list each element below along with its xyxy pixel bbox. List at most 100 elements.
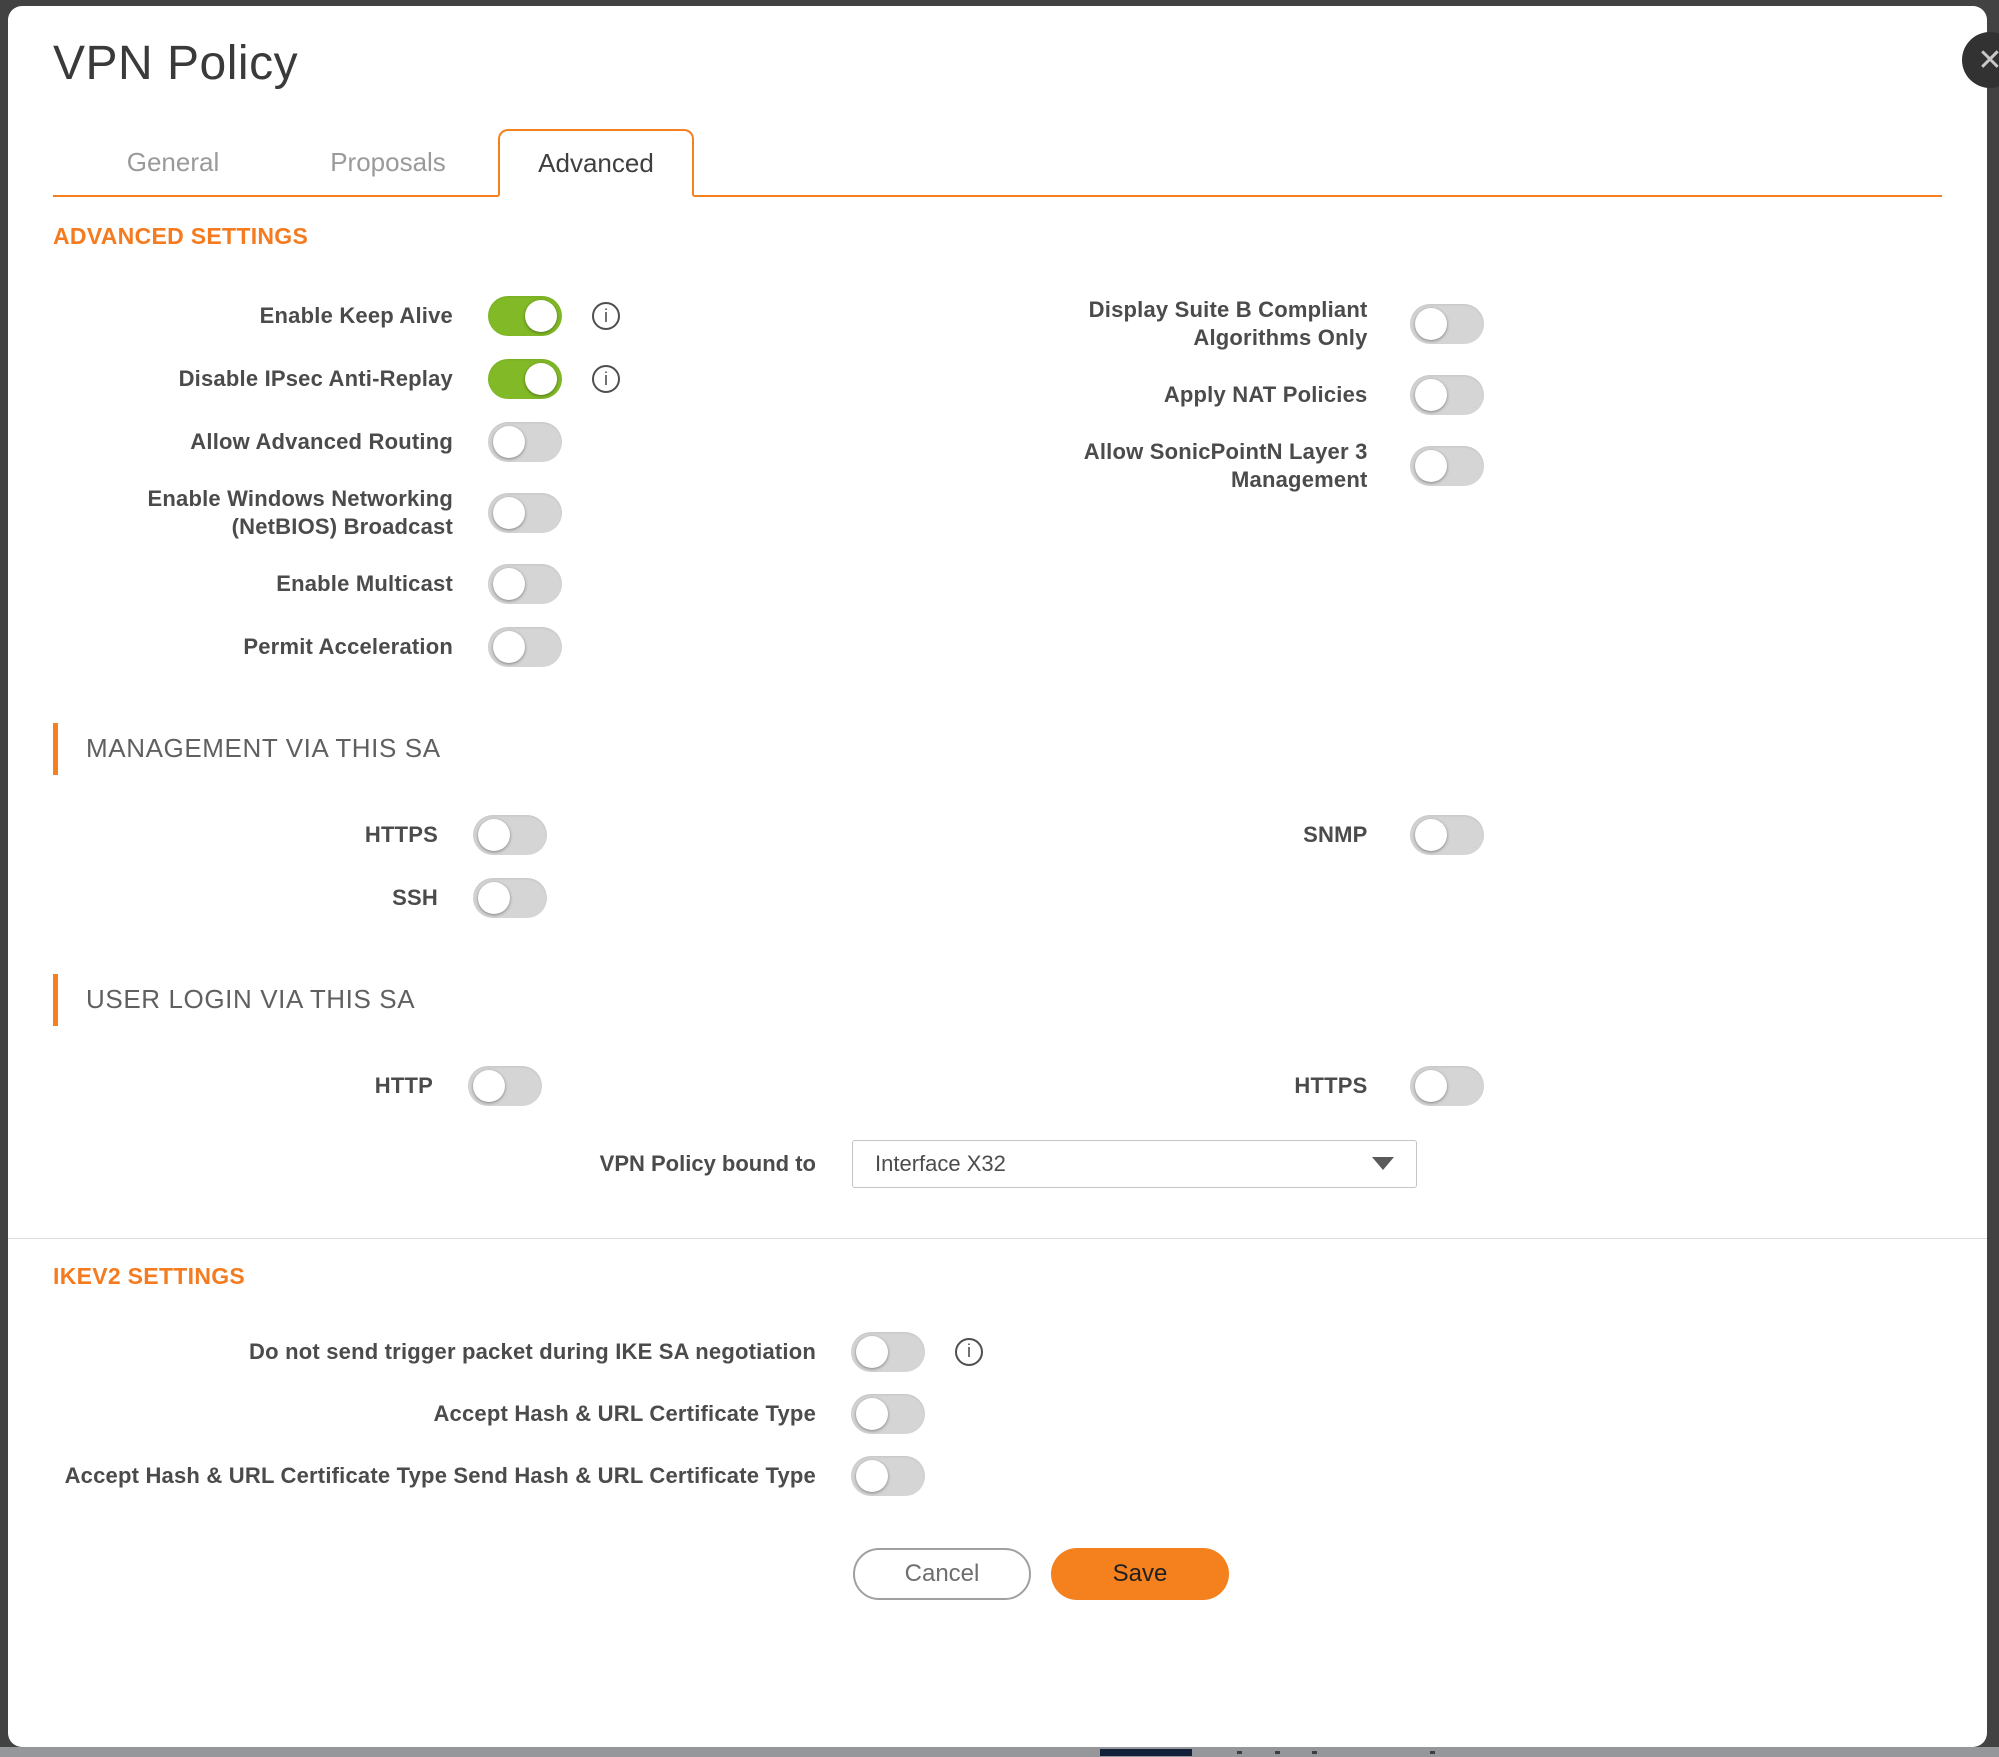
info-icon[interactable]: i	[592, 302, 620, 330]
toggle-label: Allow SonicPointN Layer 3 Management	[1083, 438, 1368, 492]
toggle-label: HTTPS	[364, 821, 438, 847]
vpn-policy-dialog: VPN Policy General Proposals Advanced AD…	[8, 6, 1987, 1747]
sonicpointn-layer3-toggle[interactable]	[1409, 445, 1484, 486]
toggle-label: Disable IPsec Anti-Replay	[178, 366, 453, 392]
no-trigger-packet-toggle[interactable]	[851, 1331, 925, 1372]
permit-acceleration-toggle[interactable]	[488, 626, 562, 667]
toggle-label: HTTP	[374, 1072, 433, 1098]
cancel-button[interactable]: Cancel	[853, 1547, 1031, 1600]
advanced-right-column: Display Suite B Compliant Algorithms Onl…	[998, 296, 1943, 667]
toggle-knob	[493, 567, 525, 600]
bound-to-label: VPN Policy bound to	[599, 1150, 816, 1176]
toggle-label: Display Suite B Compliant Algorithms Onl…	[1088, 297, 1368, 350]
user-login-left-column: HTTP	[53, 1065, 998, 1106]
toggle-row: Allow SonicPointN Layer 3 Management	[998, 438, 1943, 494]
bound-to-dropdown[interactable]: Interface X32	[852, 1139, 1417, 1188]
toggle-knob	[493, 630, 525, 663]
close-icon[interactable]: ✕	[1962, 32, 1999, 88]
page-title: VPN Policy	[53, 37, 299, 90]
accept-hash-url-cert-toggle[interactable]	[851, 1393, 925, 1434]
management-left-column: HTTPS SSH	[53, 814, 998, 918]
toggle-row: Do not send trigger packet during IKE SA…	[53, 1331, 1942, 1372]
save-button[interactable]: Save	[1051, 1547, 1229, 1600]
management-snmp-toggle[interactable]	[1409, 814, 1484, 855]
background-fragment	[1275, 1751, 1280, 1754]
tab-general[interactable]: General	[126, 146, 220, 177]
user-login-sa-header: USER LOGIN VIA THIS SA	[8, 973, 1987, 1026]
toggle-knob	[1414, 307, 1447, 340]
toggle-knob	[493, 426, 525, 458]
toggle-label: SNMP	[1303, 821, 1368, 847]
section-accent-bar	[53, 973, 58, 1026]
allow-advanced-routing-toggle[interactable]	[488, 422, 562, 462]
chevron-down-icon	[1372, 1157, 1394, 1171]
toggle-row: SSH	[53, 877, 998, 918]
toggle-knob	[473, 1069, 505, 1102]
disable-ipsec-anti-replay-toggle[interactable]	[488, 359, 562, 399]
section-accent-bar	[53, 722, 58, 775]
info-icon[interactable]: i	[955, 1337, 983, 1366]
toggle-row: Display Suite B Compliant Algorithms Onl…	[998, 296, 1943, 352]
background-fragment	[1312, 1751, 1317, 1754]
toggle-knob	[1414, 378, 1447, 411]
toggle-row: Enable Keep Alive i	[53, 296, 998, 336]
enable-keep-alive-toggle[interactable]	[488, 296, 562, 336]
toggle-knob	[856, 1397, 888, 1430]
toggle-knob	[856, 1335, 888, 1368]
toggle-row: Permit Acceleration	[53, 626, 998, 667]
info-icon[interactable]: i	[592, 365, 620, 393]
toggle-label: Enable Multicast	[276, 570, 453, 596]
section-title: USER LOGIN VIA THIS SA	[86, 984, 416, 1015]
toggle-knob	[1414, 1069, 1447, 1102]
background-fragment	[1237, 1751, 1242, 1754]
apply-nat-policies-toggle[interactable]	[1409, 374, 1484, 415]
tab-advanced[interactable]: Advanced	[498, 129, 694, 197]
section-divider	[8, 1237, 1987, 1239]
management-ssh-toggle[interactable]	[473, 877, 547, 918]
toggle-label: HTTPS	[1294, 1072, 1368, 1098]
tab-proposals[interactable]: Proposals	[330, 146, 446, 177]
user-login-right-column: HTTPS	[998, 1065, 1943, 1106]
dialog-footer: Cancel Save	[8, 1547, 1987, 1600]
enable-multicast-toggle[interactable]	[488, 563, 562, 604]
suite-b-compliant-toggle[interactable]	[1409, 303, 1484, 344]
management-sa-grid: HTTPS SSH SNMP	[8, 814, 1987, 918]
ikev2-rows: Do not send trigger packet during IKE SA…	[8, 1331, 1987, 1496]
toggle-row: HTTPS	[998, 1065, 1943, 1106]
background-page-edge	[0, 1747, 1999, 1757]
toggle-label: Apply NAT Policies	[1163, 381, 1368, 407]
toggle-label: Accept Hash & URL Certificate Type Send …	[64, 1462, 816, 1488]
toggle-knob	[856, 1459, 888, 1492]
toggle-label: SSH	[392, 884, 438, 910]
accept-send-hash-url-cert-toggle[interactable]	[851, 1455, 925, 1496]
toggle-knob	[525, 300, 557, 332]
user-login-http-toggle[interactable]	[468, 1065, 542, 1106]
toggle-row: Apply NAT Policies	[998, 374, 1943, 415]
management-sa-header: MANAGEMENT VIA THIS SA	[8, 722, 1987, 775]
toggle-knob	[493, 496, 525, 529]
toggle-knob	[478, 881, 510, 914]
ikev2-settings-header: IKEV2 SETTINGS	[53, 1262, 246, 1289]
management-right-column: SNMP	[998, 814, 1943, 918]
management-https-toggle[interactable]	[473, 814, 547, 855]
user-login-https-toggle[interactable]	[1409, 1065, 1484, 1106]
toggle-label: Permit Acceleration	[243, 633, 453, 659]
user-login-sa-grid: HTTP HTTPS	[8, 1065, 1987, 1106]
background-fragment	[1430, 1751, 1435, 1754]
toggle-knob	[1414, 818, 1447, 851]
tab-bar: General Proposals Advanced	[53, 129, 1942, 197]
toggle-row: Allow Advanced Routing	[53, 422, 998, 462]
toggle-row: HTTP	[53, 1065, 998, 1106]
advanced-left-column: Enable Keep Alive i Disable IPsec Anti-R…	[53, 296, 998, 667]
toggle-label: Enable Keep Alive	[259, 303, 453, 329]
netbios-broadcast-toggle[interactable]	[488, 492, 562, 533]
toggle-knob	[525, 363, 557, 395]
toggle-label: Accept Hash & URL Certificate Type	[433, 1400, 816, 1426]
toggle-label: Do not send trigger packet during IKE SA…	[249, 1338, 816, 1364]
toggle-label: Allow Advanced Routing	[190, 429, 453, 455]
toggle-row: HTTPS	[53, 814, 998, 855]
toggle-row: SNMP	[998, 814, 1943, 855]
toggle-row: Enable Multicast	[53, 563, 998, 604]
section-title: MANAGEMENT VIA THIS SA	[86, 733, 441, 764]
toggle-row: Accept Hash & URL Certificate Type Send …	[53, 1455, 1942, 1496]
